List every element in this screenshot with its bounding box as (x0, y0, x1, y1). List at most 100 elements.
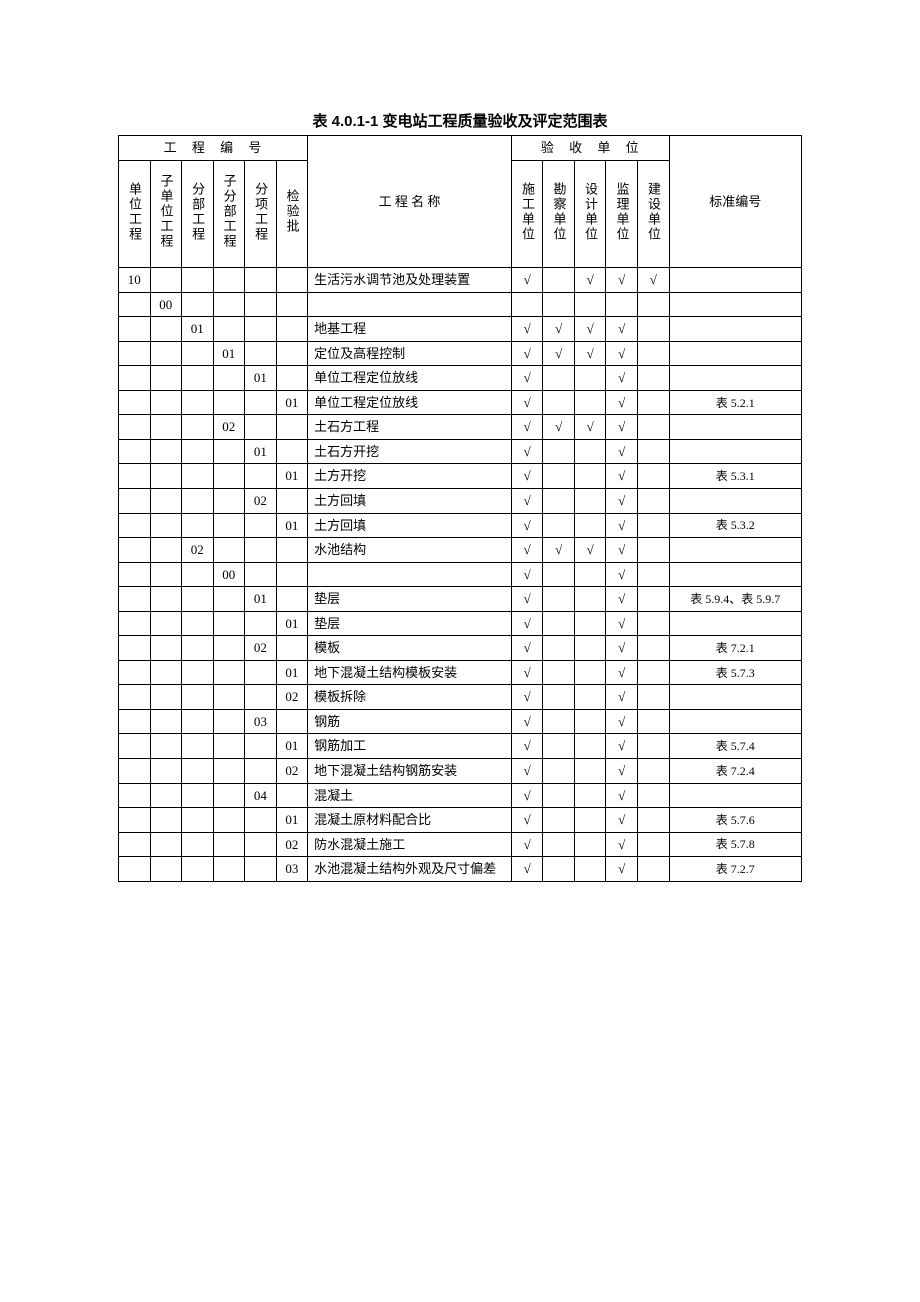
check-cell: √ (606, 268, 638, 293)
check-cell: √ (606, 341, 638, 366)
code-cell (119, 759, 151, 784)
check-cell: √ (606, 709, 638, 734)
check-cell (574, 390, 606, 415)
standard-cell: 表 7.2.7 (669, 857, 801, 882)
check-cell: √ (511, 489, 543, 514)
check-cell (574, 709, 606, 734)
code-cell (213, 489, 245, 514)
code-cell (245, 390, 277, 415)
check-cell (638, 341, 670, 366)
standard-cell (669, 709, 801, 734)
code-cell (182, 341, 214, 366)
code-cell (276, 268, 308, 293)
code-cell (119, 538, 151, 563)
table-row: 01混凝土原材料配合比√√表 5.7.6 (119, 808, 802, 833)
code-cell (150, 587, 182, 612)
check-cell: √ (511, 268, 543, 293)
check-cell: √ (606, 759, 638, 784)
code-cell (182, 562, 214, 587)
code-cell (213, 660, 245, 685)
name-cell: 混凝土 (308, 783, 512, 808)
code-cell (276, 783, 308, 808)
check-cell (638, 660, 670, 685)
header-acceptance-unit: 验 收 单 位 (511, 136, 669, 161)
code-cell (119, 390, 151, 415)
check-cell (606, 292, 638, 317)
code-cell (245, 538, 277, 563)
check-cell: √ (606, 538, 638, 563)
code-cell: 01 (213, 341, 245, 366)
code-cell (213, 587, 245, 612)
header-unit-0: 施工单位 (511, 160, 543, 268)
code-cell (213, 464, 245, 489)
acceptance-scope-table: 工 程 编 号 工 程 名 称 验 收 单 位 标准编号 单位工程 子单位工程 … (118, 135, 802, 882)
code-cell (119, 489, 151, 514)
code-cell (150, 611, 182, 636)
code-cell (213, 366, 245, 391)
check-cell: √ (574, 415, 606, 440)
standard-cell: 表 5.3.2 (669, 513, 801, 538)
table-row: 01定位及高程控制√√√√ (119, 341, 802, 366)
check-cell (543, 734, 575, 759)
code-cell: 02 (276, 759, 308, 784)
code-cell (150, 759, 182, 784)
code-cell (150, 685, 182, 710)
code-cell (182, 783, 214, 808)
code-cell: 10 (119, 268, 151, 293)
standard-cell: 表 5.7.6 (669, 808, 801, 833)
code-cell (213, 709, 245, 734)
code-cell: 03 (276, 857, 308, 882)
code-cell (245, 268, 277, 293)
check-cell (511, 292, 543, 317)
check-cell: √ (574, 317, 606, 342)
code-cell (182, 734, 214, 759)
code-cell (119, 513, 151, 538)
code-cell (150, 783, 182, 808)
name-cell: 地下混凝土结构模板安装 (308, 660, 512, 685)
code-cell (213, 857, 245, 882)
code-cell (119, 439, 151, 464)
code-cell (150, 857, 182, 882)
code-cell (182, 587, 214, 612)
check-cell: √ (511, 660, 543, 685)
check-cell (638, 832, 670, 857)
check-cell (638, 734, 670, 759)
code-cell (245, 341, 277, 366)
code-cell (276, 709, 308, 734)
check-cell (638, 685, 670, 710)
check-cell (574, 562, 606, 587)
code-cell (182, 366, 214, 391)
name-cell: 单位工程定位放线 (308, 390, 512, 415)
header-code-3: 子分部工程 (213, 160, 245, 268)
check-cell (543, 513, 575, 538)
code-cell (245, 685, 277, 710)
check-cell: √ (606, 562, 638, 587)
code-cell (119, 562, 151, 587)
check-cell (638, 439, 670, 464)
code-cell (119, 317, 151, 342)
check-cell: √ (606, 660, 638, 685)
code-cell (213, 439, 245, 464)
standard-cell (669, 341, 801, 366)
check-cell (638, 709, 670, 734)
name-cell: 土方回填 (308, 513, 512, 538)
table-row: 01土石方开挖√√ (119, 439, 802, 464)
code-cell: 02 (276, 685, 308, 710)
table-row: 03水池混凝土结构外观及尺寸偏差√√表 7.2.7 (119, 857, 802, 882)
code-cell (150, 709, 182, 734)
code-cell (182, 464, 214, 489)
check-cell (638, 636, 670, 661)
code-cell (119, 709, 151, 734)
code-cell (150, 636, 182, 661)
check-cell: √ (543, 341, 575, 366)
check-cell (638, 292, 670, 317)
code-cell (119, 636, 151, 661)
check-cell (638, 611, 670, 636)
standard-cell (669, 292, 801, 317)
code-cell (245, 464, 277, 489)
name-cell: 模板 (308, 636, 512, 661)
check-cell (543, 587, 575, 612)
check-cell (543, 759, 575, 784)
check-cell (638, 366, 670, 391)
check-cell: √ (511, 709, 543, 734)
